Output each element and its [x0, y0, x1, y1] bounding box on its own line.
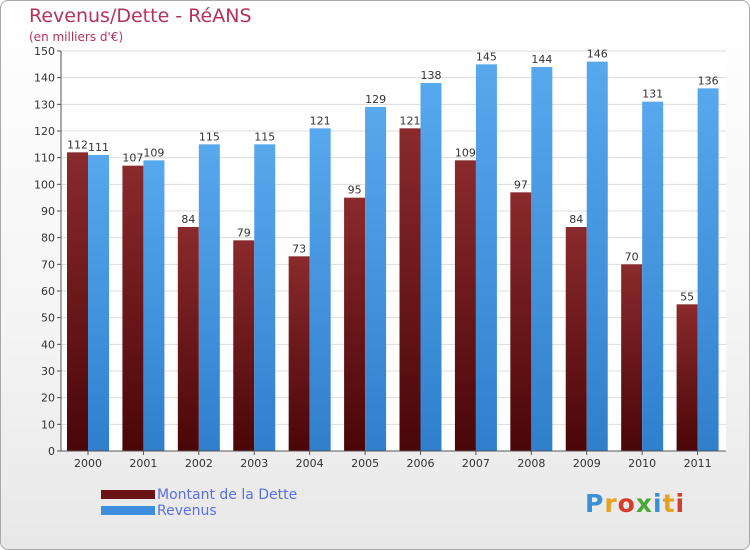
bar-revenus [586, 61, 608, 452]
bar-debt [454, 160, 476, 452]
legend-label-revenus: Revenus [157, 503, 217, 519]
plot-background [61, 51, 726, 451]
y-tick-label: 80 [41, 232, 55, 245]
data-label-revenus: 145 [476, 50, 497, 63]
y-tick-label: 50 [41, 312, 55, 325]
bars-layer [67, 61, 719, 452]
x-tick-label: 2009 [573, 457, 601, 470]
bar-revenus [420, 83, 442, 451]
data-label-revenus: 136 [698, 74, 719, 87]
data-label-debt: 55 [680, 290, 694, 303]
data-label-debt: 97 [514, 178, 528, 191]
data-label-revenus: 121 [310, 114, 331, 127]
data-label-debt: 79 [237, 226, 251, 239]
data-label-revenus: 111 [88, 141, 109, 154]
bar-debt [621, 264, 643, 451]
data-label-debt: 70 [625, 250, 639, 263]
bar-debt [565, 227, 587, 451]
y-tick-label: 110 [34, 152, 55, 165]
y-tick-label: 0 [48, 445, 55, 458]
bar-debt [676, 304, 698, 451]
x-tick-label: 2007 [462, 457, 490, 470]
bar-revenus [143, 160, 165, 452]
y-tick-label: 40 [41, 338, 55, 351]
bar-debt [288, 256, 310, 451]
bar-debt [510, 192, 532, 452]
bar-revenus [309, 128, 331, 451]
y-tick-label: 150 [34, 45, 55, 58]
data-label-debt: 84 [181, 213, 195, 226]
bar-debt [67, 152, 88, 452]
bar-revenus [531, 67, 553, 451]
y-tick-label: 70 [41, 258, 55, 271]
bar-debt [399, 128, 421, 451]
bar-revenus [88, 155, 109, 451]
bar-revenus [254, 144, 276, 452]
data-label-debt: 107 [122, 152, 143, 165]
x-tick-label: 2001 [129, 457, 157, 470]
data-label-revenus: 131 [642, 88, 663, 101]
data-label-debt: 121 [400, 114, 421, 127]
proxiti-logo: Proxiti [585, 489, 686, 518]
x-tick-label: 2010 [628, 457, 656, 470]
bar-debt [177, 227, 199, 451]
y-tick-label: 90 [41, 205, 55, 218]
bar-debt [122, 165, 144, 451]
x-tick-label: 2008 [517, 457, 545, 470]
y-tick-label: 100 [34, 178, 55, 191]
data-label-revenus: 138 [421, 69, 442, 82]
axis-layer: 0 10 20 30 40 50 60 70 80 90 100 110 120 130 140 150 200… [34, 45, 726, 470]
data-label-debt: 112 [67, 138, 88, 151]
x-tick-label: 2003 [240, 457, 268, 470]
legend-label-debt: Montant de la Dette [157, 487, 298, 503]
legend-swatch-debt [101, 490, 155, 499]
data-label-revenus: 146 [587, 48, 608, 61]
y-tick-label: 130 [34, 98, 55, 111]
y-tick-label: 30 [41, 365, 55, 378]
data-label-revenus: 115 [199, 130, 220, 143]
y-tick-label: 10 [41, 418, 55, 431]
y-tick-label: 120 [34, 125, 55, 138]
y-tick-label: 140 [34, 72, 55, 85]
data-label-revenus: 115 [254, 130, 275, 143]
y-tick-label: 20 [41, 392, 55, 405]
data-label-debt: 95 [348, 184, 362, 197]
data-label-debt: 73 [292, 242, 306, 255]
y-tick-label: 60 [41, 285, 55, 298]
legend-swatch-revenus [101, 506, 155, 515]
bar-debt [344, 197, 366, 451]
grid-layer [61, 50, 726, 452]
bar-revenus [198, 144, 220, 452]
x-tick-label: 2005 [351, 457, 379, 470]
x-tick-label: 2006 [407, 457, 435, 470]
bar-revenus [697, 88, 719, 451]
data-label-revenus: 129 [365, 93, 386, 106]
chart-subtitle: (en milliers d'€) [29, 30, 124, 44]
data-label-debt: 109 [455, 146, 476, 159]
data-label-revenus: 144 [531, 53, 552, 66]
data-label-revenus: 109 [143, 146, 164, 159]
chart-title: Revenus/Dette - RéANS [29, 5, 252, 27]
x-tick-label: 2004 [296, 457, 324, 470]
x-tick-label: 2011 [684, 457, 712, 470]
bar-revenus [475, 64, 497, 452]
bar-debt [233, 240, 255, 451]
x-tick-label: 2000 [74, 457, 102, 470]
bar-revenus [642, 101, 664, 452]
x-tick-label: 2002 [185, 457, 213, 470]
bar-revenus [365, 107, 387, 451]
data-label-debt: 84 [569, 213, 583, 226]
